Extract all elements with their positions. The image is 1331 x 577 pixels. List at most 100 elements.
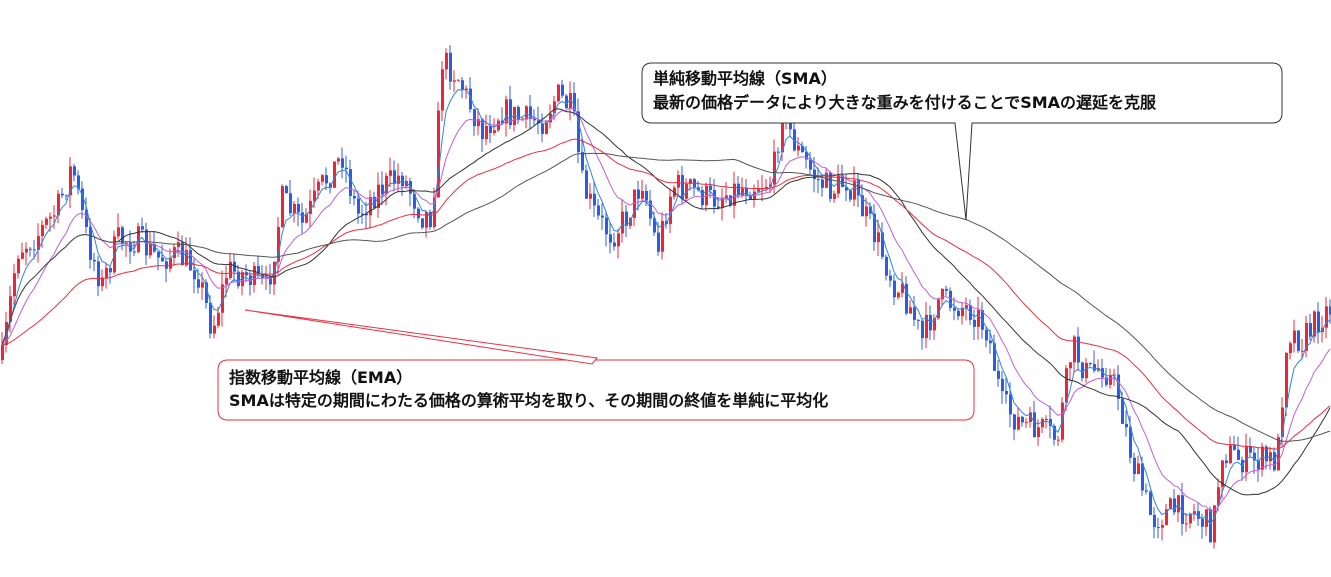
candle-body bbox=[977, 310, 980, 327]
candle-body bbox=[489, 126, 492, 133]
candle-body bbox=[909, 307, 912, 314]
candle-body bbox=[633, 189, 636, 218]
candle-body bbox=[65, 195, 68, 197]
candle bbox=[605, 210, 608, 247]
candle-body bbox=[201, 282, 204, 288]
candle-body bbox=[1157, 527, 1160, 529]
candle bbox=[797, 137, 800, 157]
candle bbox=[157, 251, 160, 271]
candle bbox=[985, 327, 988, 348]
candle bbox=[485, 114, 488, 146]
candle bbox=[621, 199, 624, 243]
candle-body bbox=[725, 195, 728, 199]
candle bbox=[453, 70, 456, 92]
candle bbox=[849, 189, 852, 203]
candle-body bbox=[989, 340, 992, 344]
candle-body bbox=[1201, 518, 1204, 527]
candle-body bbox=[545, 122, 548, 134]
candle-body bbox=[829, 172, 832, 199]
candle bbox=[117, 213, 120, 240]
candle bbox=[477, 108, 480, 136]
candle-body bbox=[1273, 452, 1276, 471]
candle-body bbox=[945, 288, 948, 291]
candle-body bbox=[33, 249, 36, 251]
candle-body bbox=[429, 211, 432, 227]
candle bbox=[165, 258, 168, 283]
candle bbox=[1089, 362, 1092, 367]
candle-body bbox=[901, 283, 904, 293]
candle bbox=[1261, 442, 1264, 477]
candle bbox=[1293, 319, 1296, 353]
candle bbox=[193, 258, 196, 294]
candle bbox=[905, 276, 908, 316]
candle bbox=[277, 216, 280, 275]
candle-body bbox=[349, 169, 352, 197]
candle-body bbox=[933, 318, 936, 331]
candle bbox=[957, 308, 960, 321]
candle bbox=[1329, 299, 1331, 324]
candle bbox=[469, 77, 472, 113]
candle-body bbox=[109, 267, 112, 273]
candle-body bbox=[377, 184, 380, 209]
candle-body bbox=[1053, 425, 1056, 440]
candle-body bbox=[1137, 463, 1140, 475]
candle bbox=[397, 163, 400, 192]
candle bbox=[345, 155, 348, 183]
candle-body bbox=[1289, 343, 1292, 354]
candle bbox=[881, 222, 884, 260]
candle-body bbox=[153, 243, 156, 252]
candle-body bbox=[885, 256, 888, 276]
candle-body bbox=[393, 170, 396, 184]
candle-body bbox=[833, 193, 836, 199]
candle-body bbox=[49, 216, 52, 219]
candle-body bbox=[1253, 452, 1256, 461]
candle-body bbox=[293, 204, 296, 214]
candle bbox=[661, 212, 664, 260]
candle bbox=[1193, 503, 1196, 521]
candle bbox=[933, 314, 936, 340]
candle-body bbox=[837, 175, 840, 194]
candle-body bbox=[709, 185, 712, 190]
candle-body bbox=[653, 218, 656, 233]
candle-body bbox=[485, 126, 488, 140]
candle-body bbox=[1317, 311, 1320, 333]
candle-body bbox=[1049, 419, 1052, 426]
candle-body bbox=[1185, 523, 1188, 525]
ema-mid-line bbox=[1, 107, 1331, 512]
candle-body bbox=[881, 232, 884, 257]
candle bbox=[369, 190, 372, 229]
candle-body bbox=[437, 110, 440, 198]
candle-body bbox=[745, 188, 748, 196]
candle-body bbox=[121, 227, 124, 244]
candle-body bbox=[389, 170, 392, 176]
candle-body bbox=[953, 307, 956, 311]
candle-body bbox=[1009, 394, 1012, 415]
candle bbox=[349, 159, 352, 205]
candle bbox=[57, 189, 60, 224]
candle-body bbox=[777, 151, 780, 153]
candle bbox=[913, 295, 916, 327]
candle bbox=[1185, 513, 1188, 532]
candle-body bbox=[581, 152, 584, 171]
candle bbox=[389, 157, 392, 188]
candle-body bbox=[585, 170, 588, 199]
candle bbox=[1133, 452, 1136, 482]
candle-body bbox=[21, 252, 24, 259]
candle-body bbox=[533, 119, 536, 121]
candle-body bbox=[1221, 460, 1224, 488]
candle-body bbox=[1229, 445, 1232, 464]
candle bbox=[337, 157, 340, 165]
candle-body bbox=[1065, 368, 1068, 403]
candle-body bbox=[325, 175, 328, 184]
candle-body bbox=[1093, 364, 1096, 371]
candle bbox=[1085, 357, 1088, 383]
ema-fast-line bbox=[1, 88, 1331, 526]
candle-body bbox=[197, 279, 200, 288]
candle-body bbox=[1105, 377, 1108, 385]
candle-body bbox=[225, 277, 228, 285]
candle bbox=[37, 223, 40, 263]
candle bbox=[513, 106, 516, 132]
candle bbox=[29, 247, 32, 257]
candle-body bbox=[713, 189, 716, 207]
candle-body bbox=[365, 213, 368, 216]
